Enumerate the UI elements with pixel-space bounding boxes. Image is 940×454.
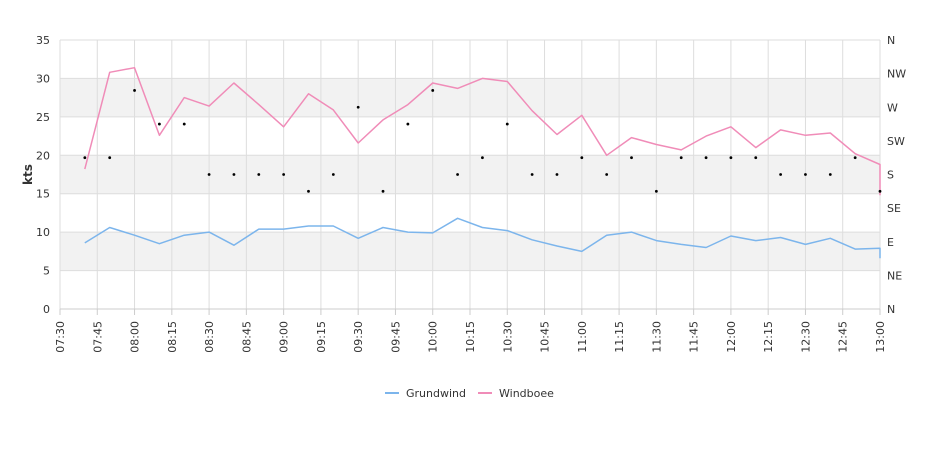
direction-point	[133, 89, 136, 92]
series-line-grundwind	[84, 217, 881, 259]
direction-point	[182, 122, 186, 126]
direction-point	[580, 156, 584, 160]
direction-point	[83, 156, 87, 160]
direction-point	[456, 173, 459, 176]
direction-point	[605, 173, 609, 176]
y-tick-label: 35	[36, 34, 50, 47]
direction-point	[555, 173, 559, 176]
legend-label-grundwind: Grundwind	[406, 387, 466, 400]
direction-tick-label: W	[887, 101, 898, 114]
x-tick-label: 12:00	[725, 321, 738, 353]
y-axis-title: kts	[21, 164, 35, 185]
y-tick-label: 10	[36, 226, 50, 239]
x-tick-label: 08:45	[240, 321, 253, 353]
direction-point	[853, 156, 857, 160]
x-tick-label: 07:45	[91, 321, 104, 353]
y-tick-label: 30	[36, 72, 50, 85]
direction-point	[779, 173, 783, 176]
x-tick-label: 10:45	[539, 321, 552, 353]
direction-point	[381, 189, 385, 193]
x-tick-label: 08:30	[203, 321, 216, 353]
direction-point	[630, 156, 633, 160]
direction-point	[331, 173, 335, 176]
x-tick-label: 11:45	[688, 321, 701, 353]
direction-point	[481, 156, 484, 160]
y-tick-label: 0	[43, 303, 50, 316]
direction-point	[505, 122, 509, 126]
x-tick-label: 09:15	[315, 321, 328, 353]
x-tick-label: 13:00	[874, 321, 887, 353]
x-tick-label: 10:15	[464, 321, 477, 353]
y-tick-label: 25	[36, 111, 50, 124]
y-tick-label: 5	[43, 265, 50, 278]
direction-tick-label: SE	[887, 202, 901, 215]
legend-label-windboee: Windboee	[499, 387, 554, 400]
direction-point	[356, 105, 360, 109]
direction-point	[232, 173, 236, 176]
direction-point	[257, 173, 261, 176]
x-tick-label: 11:15	[613, 321, 626, 353]
x-tick-label: 11:00	[576, 321, 589, 353]
x-tick-label: 12:15	[762, 321, 775, 353]
direction-tick-label: SW	[887, 135, 905, 148]
direction-point	[878, 189, 882, 193]
x-tick-label: 10:30	[501, 321, 514, 353]
x-tick-label: 09:30	[352, 321, 365, 353]
x-tick-label: 08:15	[166, 321, 179, 353]
direction-tick-label: E	[887, 236, 894, 249]
series-line-windboee	[84, 66, 881, 196]
direction-point	[704, 156, 708, 160]
direction-tick-label: NW	[887, 68, 906, 81]
x-tick-label: 12:30	[799, 321, 812, 353]
direction-point	[207, 173, 211, 176]
direction-point	[406, 122, 410, 126]
direction-point	[679, 156, 683, 160]
x-tick-label: 09:00	[278, 321, 291, 353]
direction-point	[431, 89, 435, 92]
direction-point	[754, 156, 758, 160]
direction-tick-label: N	[887, 34, 895, 47]
direction-point	[530, 173, 534, 176]
direction-tick-label: S	[887, 169, 894, 182]
direction-point	[157, 122, 161, 126]
x-tick-label: 10:00	[427, 321, 440, 353]
x-tick-label: 09:45	[389, 321, 402, 353]
direction-tick-label: N	[887, 303, 895, 316]
direction-tick-label: NE	[887, 269, 902, 282]
direction-point	[307, 189, 310, 193]
x-tick-label: 08:00	[129, 321, 142, 353]
direction-point	[108, 156, 112, 160]
x-tick-label: 07:30	[54, 321, 67, 353]
direction-point	[729, 156, 733, 160]
y-tick-label: 15	[36, 188, 50, 201]
x-tick-label: 12:45	[837, 321, 850, 353]
direction-point	[282, 173, 286, 176]
direction-point	[828, 173, 832, 176]
direction-point	[654, 189, 658, 193]
x-tick-label: 11:30	[650, 321, 663, 353]
y-tick-label: 20	[36, 149, 50, 162]
direction-point	[804, 173, 807, 176]
